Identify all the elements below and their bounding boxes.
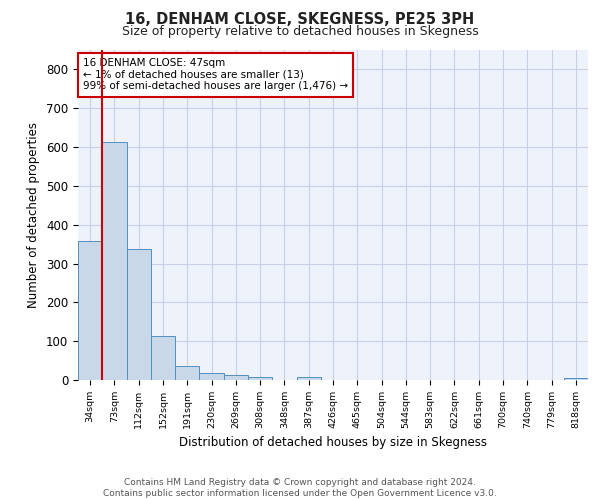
- Bar: [102, 142, 127, 380]
- Text: 16, DENHAM CLOSE, SKEGNESS, PE25 3PH: 16, DENHAM CLOSE, SKEGNESS, PE25 3PH: [125, 12, 475, 28]
- Bar: [78, 242, 102, 380]
- Bar: [151, 336, 175, 380]
- Bar: [175, 366, 199, 380]
- Y-axis label: Number of detached properties: Number of detached properties: [28, 122, 40, 308]
- Text: Contains HM Land Registry data © Crown copyright and database right 2024.
Contai: Contains HM Land Registry data © Crown c…: [103, 478, 497, 498]
- Bar: [127, 249, 151, 380]
- Bar: [296, 377, 321, 380]
- Text: Size of property relative to detached houses in Skegness: Size of property relative to detached ho…: [122, 25, 478, 38]
- X-axis label: Distribution of detached houses by size in Skegness: Distribution of detached houses by size …: [179, 436, 487, 450]
- Bar: [248, 377, 272, 380]
- Text: 16 DENHAM CLOSE: 47sqm
← 1% of detached houses are smaller (13)
99% of semi-deta: 16 DENHAM CLOSE: 47sqm ← 1% of detached …: [83, 58, 348, 92]
- Bar: [224, 374, 248, 380]
- Bar: [564, 378, 588, 380]
- Bar: [199, 372, 224, 380]
